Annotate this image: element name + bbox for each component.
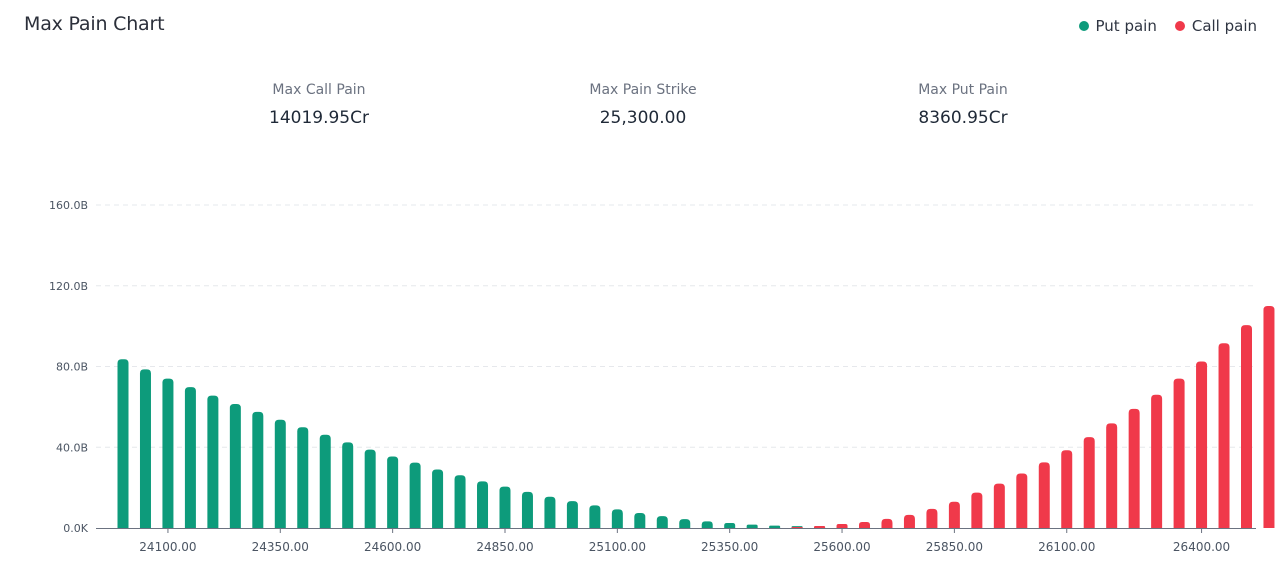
- legend-item-put-pain[interactable]: Put pain: [1078, 17, 1157, 35]
- call-pain-bar: [1151, 394, 1163, 528]
- y-tick-label: 80.0B: [56, 361, 88, 374]
- y-tick-label: 40.0B: [56, 441, 88, 454]
- chart-title: Max Pain Chart: [24, 13, 165, 35]
- call-pain-bar: [836, 523, 848, 528]
- call-pain-bar: [903, 514, 915, 528]
- x-tick-label: 24350.00: [252, 540, 309, 554]
- stat-max-put-pain: Max Put Pain 8360.95Cr: [853, 82, 1073, 128]
- call-pain-bar: [1196, 361, 1208, 528]
- y-tick-label: 0.0K: [63, 522, 88, 535]
- call-pain-bar: [1218, 343, 1230, 528]
- put-pain-bar: [139, 369, 151, 528]
- call-pain-bar: [814, 525, 826, 528]
- put-pain-bar: [229, 404, 241, 528]
- x-tick-label: 25350.00: [701, 540, 758, 554]
- put-pain-bar: [454, 475, 466, 528]
- put-pain-bar: [432, 469, 444, 528]
- put-pain-bar: [724, 522, 736, 528]
- put-pain-bar: [409, 462, 421, 528]
- stat-label-max-call-pain: Max Call Pain: [272, 82, 366, 98]
- call-pain-bar: [1128, 408, 1140, 528]
- put-pain-bar: [746, 524, 758, 528]
- chart-legend: Put pain Call pain: [1078, 17, 1257, 35]
- put-pain-bar: [342, 442, 354, 528]
- x-tick-label: 25600.00: [813, 540, 870, 554]
- y-tick-label: 160.0B: [49, 199, 88, 212]
- x-tick-label: 24850.00: [476, 540, 533, 554]
- put-pain-swatch: [1078, 21, 1089, 31]
- put-pain-bar: [544, 496, 556, 528]
- call-pain-bar: [1038, 462, 1050, 528]
- stat-value-max-call-pain: 14019.95Cr: [269, 108, 369, 128]
- x-tick-label: 26100.00: [1038, 540, 1095, 554]
- put-pain-bar: [162, 378, 174, 528]
- call-pain-bar: [1241, 325, 1252, 528]
- call-pain-bar: [881, 518, 893, 528]
- put-pain-bar: [184, 387, 196, 528]
- call-pain-bar: [1173, 378, 1185, 528]
- call-pain-bar: [971, 492, 983, 528]
- put-pain-bar: [611, 509, 623, 528]
- put-pain-bar: [566, 501, 578, 528]
- put-pain-bar: [319, 434, 331, 528]
- put-pain-bar: [297, 427, 309, 528]
- x-tick-label: 26400.00: [1173, 540, 1230, 554]
- legend-item-call-pain[interactable]: Call pain: [1174, 17, 1257, 35]
- put-pain-bar: [521, 491, 533, 528]
- put-pain-bar: [252, 411, 264, 528]
- put-pain-bar: [274, 419, 286, 528]
- put-pain-bar: [364, 449, 376, 528]
- put-pain-bar: [769, 525, 781, 528]
- stat-value-max-pain-strike: 25,300.00: [599, 108, 687, 128]
- summary-stats: Max Call Pain 14019.95Cr Max Pain Strike…: [0, 82, 1285, 142]
- put-pain-bar: [387, 456, 399, 528]
- legend-label-call-pain: Call pain: [1191, 17, 1257, 35]
- x-tick-label: 25850.00: [926, 540, 983, 554]
- x-tick-label: 25100.00: [589, 540, 646, 554]
- call-pain-bar: [859, 521, 871, 528]
- call-pain-bar: [1106, 423, 1118, 528]
- stat-label-max-put-pain: Max Put Pain: [918, 82, 1008, 98]
- put-pain-bar: [207, 395, 219, 528]
- put-pain-bar: [117, 359, 129, 528]
- call-pain-bar: [948, 501, 960, 528]
- put-pain-bar: [589, 505, 601, 528]
- x-tick-label: 24600.00: [364, 540, 421, 554]
- stat-value-max-put-pain: 8360.95Cr: [918, 108, 1008, 128]
- stat-max-pain-strike: Max Pain Strike 25,300.00: [533, 82, 753, 128]
- call-pain-bar: [1061, 450, 1073, 528]
- call-pain-swatch: [1174, 21, 1185, 31]
- call-pain-bar: [1016, 473, 1028, 528]
- call-pain-bar: [993, 483, 1005, 528]
- call-pain-bar: [926, 508, 938, 528]
- put-pain-bar: [499, 486, 511, 528]
- put-pain-bar: [679, 519, 691, 528]
- put-pain-bar: [701, 521, 713, 528]
- put-pain-bar: [477, 481, 489, 528]
- stat-max-call-pain: Max Call Pain 14019.95Cr: [209, 82, 429, 128]
- put-pain-bar: [634, 513, 646, 528]
- put-pain-bar: [656, 516, 668, 528]
- x-tick-label: 24100.00: [139, 540, 196, 554]
- stat-label-max-pain-strike: Max Pain Strike: [589, 82, 697, 98]
- call-pain-bar: [1263, 305, 1275, 528]
- y-tick-label: 120.0B: [49, 280, 88, 293]
- call-pain-bar: [791, 526, 803, 528]
- legend-label-put-pain: Put pain: [1095, 17, 1157, 35]
- call-pain-bar: [1083, 437, 1095, 528]
